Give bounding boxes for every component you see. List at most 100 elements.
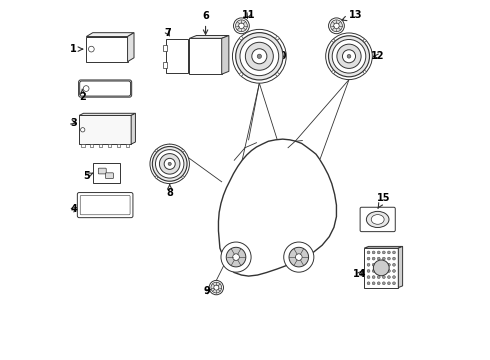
Circle shape — [295, 254, 302, 260]
Circle shape — [276, 37, 279, 40]
FancyBboxPatch shape — [105, 173, 113, 179]
Circle shape — [236, 33, 283, 80]
Text: 14: 14 — [353, 269, 367, 279]
Circle shape — [392, 257, 395, 260]
Circle shape — [182, 176, 184, 178]
Text: 2: 2 — [79, 89, 86, 102]
Circle shape — [240, 37, 279, 76]
Circle shape — [331, 20, 343, 32]
Circle shape — [392, 251, 395, 254]
Circle shape — [382, 251, 385, 254]
FancyBboxPatch shape — [90, 144, 94, 147]
Text: 7: 7 — [165, 28, 172, 38]
Circle shape — [367, 282, 370, 285]
FancyBboxPatch shape — [126, 144, 129, 147]
Text: 3: 3 — [70, 118, 77, 128]
Text: 11: 11 — [242, 10, 255, 20]
Polygon shape — [127, 33, 134, 62]
Circle shape — [329, 18, 344, 34]
Circle shape — [211, 282, 221, 293]
Circle shape — [182, 149, 184, 152]
Circle shape — [226, 247, 246, 267]
Circle shape — [209, 280, 223, 295]
Circle shape — [284, 242, 314, 272]
Circle shape — [367, 264, 370, 266]
Circle shape — [232, 30, 286, 83]
Circle shape — [372, 257, 375, 260]
FancyBboxPatch shape — [86, 37, 127, 62]
Circle shape — [276, 73, 279, 76]
Circle shape — [388, 270, 391, 273]
Circle shape — [332, 71, 335, 73]
Circle shape — [372, 270, 375, 273]
Circle shape — [89, 46, 94, 52]
FancyBboxPatch shape — [81, 144, 84, 147]
Circle shape — [252, 49, 267, 64]
Circle shape — [382, 257, 385, 260]
Circle shape — [373, 260, 389, 276]
Polygon shape — [190, 36, 229, 39]
Text: 8: 8 — [166, 184, 173, 198]
Circle shape — [239, 23, 244, 28]
Circle shape — [377, 276, 380, 279]
Circle shape — [377, 251, 380, 254]
Circle shape — [372, 282, 375, 285]
Circle shape — [221, 242, 251, 272]
FancyBboxPatch shape — [360, 207, 395, 231]
Circle shape — [214, 285, 219, 290]
FancyBboxPatch shape — [78, 80, 132, 97]
Circle shape — [80, 128, 85, 132]
Text: 15: 15 — [377, 193, 391, 208]
Circle shape — [372, 264, 375, 266]
Circle shape — [363, 39, 366, 42]
Circle shape — [392, 270, 395, 273]
Circle shape — [372, 251, 375, 254]
Polygon shape — [190, 39, 221, 74]
Circle shape — [233, 254, 239, 260]
Circle shape — [152, 147, 187, 181]
Circle shape — [289, 247, 309, 267]
Circle shape — [377, 282, 380, 285]
Circle shape — [377, 257, 380, 260]
Circle shape — [388, 264, 391, 266]
Circle shape — [388, 276, 391, 279]
Circle shape — [83, 86, 89, 91]
Circle shape — [168, 162, 172, 166]
Circle shape — [377, 264, 380, 266]
Circle shape — [328, 36, 369, 77]
Circle shape — [155, 149, 158, 152]
Circle shape — [382, 264, 385, 266]
FancyBboxPatch shape — [80, 81, 131, 96]
Circle shape — [234, 18, 249, 34]
Polygon shape — [398, 246, 403, 288]
FancyBboxPatch shape — [163, 62, 167, 68]
Circle shape — [332, 39, 335, 42]
Circle shape — [367, 270, 370, 273]
Circle shape — [388, 257, 391, 260]
Circle shape — [392, 276, 395, 279]
FancyBboxPatch shape — [166, 39, 188, 73]
Circle shape — [164, 158, 175, 170]
Circle shape — [382, 282, 385, 285]
Polygon shape — [131, 113, 135, 144]
Polygon shape — [86, 33, 134, 37]
Circle shape — [382, 276, 385, 279]
Circle shape — [257, 54, 262, 58]
FancyBboxPatch shape — [163, 45, 167, 51]
Circle shape — [236, 20, 247, 32]
Circle shape — [155, 150, 184, 178]
Circle shape — [150, 144, 190, 184]
Circle shape — [240, 73, 243, 76]
Circle shape — [326, 33, 372, 80]
Circle shape — [367, 251, 370, 254]
FancyBboxPatch shape — [79, 116, 131, 144]
Circle shape — [337, 44, 361, 68]
Circle shape — [382, 270, 385, 273]
Circle shape — [347, 54, 351, 58]
FancyBboxPatch shape — [98, 168, 106, 174]
Polygon shape — [79, 113, 135, 116]
Text: 1: 1 — [70, 44, 83, 54]
Text: 6: 6 — [202, 11, 209, 34]
Circle shape — [363, 71, 366, 73]
Polygon shape — [219, 139, 337, 276]
